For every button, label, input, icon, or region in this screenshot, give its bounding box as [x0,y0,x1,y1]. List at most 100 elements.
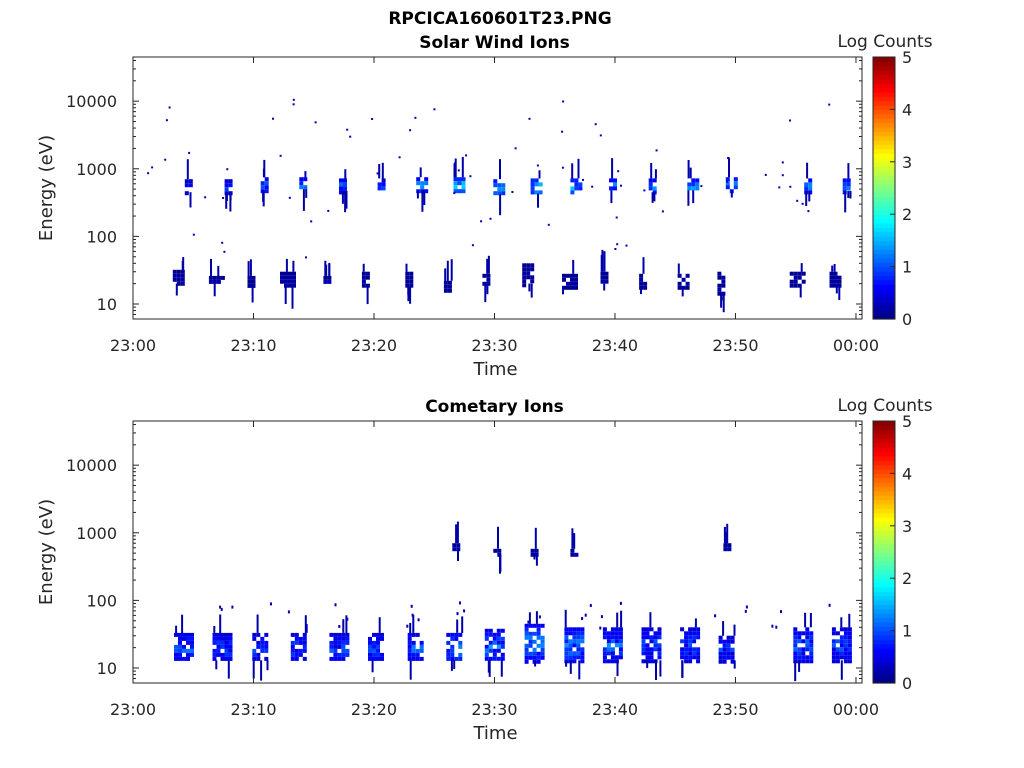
colorbar-band [873,214,895,220]
data-pixel [842,186,847,191]
data-pixel [220,275,225,280]
data-pixel [327,275,332,280]
data-pixel [600,275,605,280]
data-pixel [843,643,848,648]
data-burst [252,614,269,681]
data-pixel [368,652,372,657]
data-pixel [405,283,410,288]
noise-point [165,119,168,122]
data-pixel [829,283,834,288]
data-pixel [190,648,194,653]
data-pixel [264,644,269,649]
data-pixel [500,644,505,649]
colorbar-band [873,530,895,536]
data-pixel [292,271,296,276]
data-pixel [522,279,527,284]
colorbar-band [873,499,895,505]
colorbar-band [873,512,895,518]
data-pixel [538,182,543,187]
colorbar-band [873,74,895,80]
data-pixel [722,659,727,664]
data-pixel [329,648,334,653]
data-burst [416,167,429,212]
data-pixel [208,275,213,280]
data-pixel [835,655,840,660]
noise-point [714,614,717,618]
data-pixel [692,647,697,652]
data-pixel [839,643,844,648]
data-streak [610,190,613,204]
data-pixel [532,631,537,636]
data-pixel [847,659,852,664]
noise-point [771,624,774,628]
data-pixel [604,279,609,284]
x-tick-label: 23:10 [230,700,276,719]
data-streak [530,283,533,298]
data-pixel [345,648,350,653]
data-pixel [733,185,738,190]
data-pixel [522,267,527,272]
data-pixel [452,547,457,552]
data-pixel [652,186,657,191]
data-pixel [343,186,347,191]
colorbar-tick-label: 5 [902,48,912,67]
data-pixel [343,182,347,187]
data-pixel [288,283,292,288]
data-streak [577,158,580,179]
data-pixel [493,548,498,553]
data-pixel [809,635,814,640]
data-pixel [726,639,731,644]
data-pixel [653,635,658,640]
colorbar-band [873,438,895,444]
noise-point [489,217,492,220]
data-pixel [256,640,261,645]
data-pixel [482,273,487,278]
data-pixel [337,632,342,637]
data-pixel [572,627,577,632]
data-pixel [653,643,658,648]
data-pixel [829,271,834,276]
data-pixel [843,627,848,632]
data-pixel [718,651,723,656]
data-pixel [829,275,834,280]
data-pixel [524,643,529,648]
data-pixel [536,635,541,640]
data-pixel [833,271,838,276]
data-streak [499,194,502,216]
data-pixel [618,651,623,656]
data-streak [292,260,295,272]
data-pixel [797,635,802,640]
data-pixel [407,652,412,657]
data-pixel [190,640,194,645]
data-streak [799,286,802,298]
data-pixel [380,636,384,641]
data-pixel [333,644,338,649]
data-pixel [717,283,722,288]
colorbar-band [873,477,895,483]
colorbar-band [873,678,895,684]
data-pixel [264,648,269,653]
data-pixel [657,651,662,656]
data-pixel [345,636,350,641]
x-tick-label: 00:00 [833,336,879,355]
colorbar-band [873,279,895,285]
data-pixel [416,177,421,182]
data-pixel [496,636,501,641]
data-pixel [691,186,696,191]
data-streak [725,533,728,544]
data-pixel [280,271,284,276]
data-pixel [614,635,619,640]
data-burst [280,258,296,309]
data-pixel [568,627,573,632]
data-pixel [809,643,814,648]
data-pixel [361,279,366,284]
data-pixel [574,285,578,290]
data-pixel [454,656,459,661]
data-pixel [341,632,346,637]
data-pixel [376,636,380,641]
noise-point [223,250,226,253]
data-pixel [361,283,366,288]
